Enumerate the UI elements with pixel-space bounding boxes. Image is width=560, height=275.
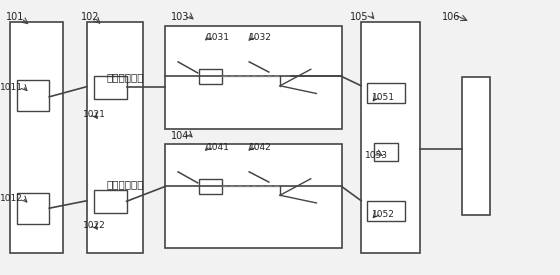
Text: 1011: 1011: [0, 82, 23, 92]
Text: 1041: 1041: [207, 143, 230, 152]
Bar: [165, 144, 342, 248]
Text: 101: 101: [6, 12, 24, 22]
Bar: [462, 77, 490, 214]
Text: 提升（正转）: 提升（正转）: [106, 72, 144, 82]
Bar: [361, 22, 420, 253]
Bar: [87, 22, 143, 253]
Bar: [367, 82, 405, 103]
Text: 105: 105: [350, 12, 368, 22]
Bar: [199, 69, 222, 84]
Bar: [165, 26, 342, 129]
Bar: [17, 80, 49, 111]
Text: 1032: 1032: [249, 33, 272, 42]
Bar: [367, 201, 405, 221]
Text: 1042: 1042: [249, 143, 272, 152]
Bar: [10, 22, 63, 253]
Text: 106: 106: [442, 12, 461, 22]
Text: 1052: 1052: [372, 210, 395, 219]
Text: 1022: 1022: [83, 221, 106, 230]
Text: 1021: 1021: [83, 110, 106, 119]
Text: 104: 104: [171, 131, 189, 141]
Text: 1051: 1051: [372, 94, 395, 103]
Bar: [199, 179, 222, 194]
Text: 1053: 1053: [365, 151, 388, 160]
Bar: [374, 143, 398, 161]
Text: 下放（反转）: 下放（反转）: [106, 179, 144, 189]
Text: 1012: 1012: [0, 194, 23, 203]
Text: 102: 102: [81, 12, 100, 22]
Text: 1031: 1031: [207, 33, 230, 42]
Bar: [17, 192, 49, 224]
Bar: [94, 76, 127, 99]
Bar: [94, 190, 127, 213]
Text: 103: 103: [171, 12, 189, 22]
